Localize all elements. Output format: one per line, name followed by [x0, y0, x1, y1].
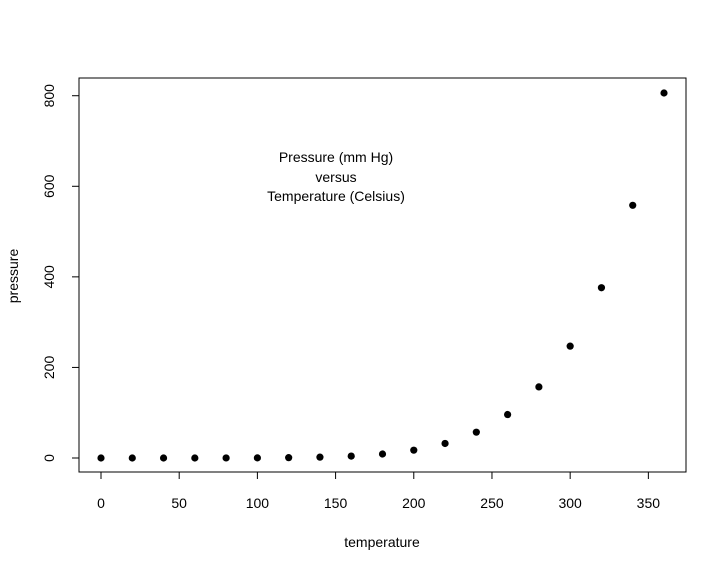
annotation-line-1: Pressure (mm Hg) — [279, 149, 393, 165]
x-tick-label: 50 — [171, 495, 187, 511]
data-point — [535, 383, 543, 391]
data-point — [441, 439, 449, 448]
data-point — [128, 454, 136, 462]
data-point — [410, 446, 418, 454]
x-tick-label: 300 — [558, 495, 582, 511]
x-tick-label: 250 — [480, 495, 504, 511]
data-point — [222, 454, 230, 462]
data-point — [472, 428, 480, 436]
annotation-line-3: Temperature (Celsius) — [267, 188, 405, 204]
data-point — [504, 410, 512, 419]
y-tick-label: 800 — [41, 84, 57, 108]
data-point — [566, 342, 574, 350]
data-point — [660, 89, 668, 97]
x-axis: 0 50 100 150 200 250 300 350 — [97, 471, 661, 511]
data-points — [97, 89, 668, 462]
y-tick-label: 400 — [41, 265, 57, 289]
y-axis-title: pressure — [5, 249, 21, 304]
data-point — [159, 454, 168, 462]
annotation-line-2: versus — [315, 169, 356, 185]
x-tick-label: 150 — [324, 495, 348, 511]
x-axis-title: temperature — [344, 534, 420, 550]
data-point — [629, 201, 637, 209]
y-tick-label: 0 — [41, 454, 57, 462]
plot-frame — [78, 77, 687, 473]
chart-annotation: Pressure (mm Hg) versus Temperature (Cel… — [267, 149, 405, 204]
data-point — [285, 454, 293, 462]
y-tick-label: 200 — [41, 356, 57, 380]
y-tick-label: 600 — [41, 174, 57, 198]
data-point — [97, 454, 105, 462]
data-point — [378, 450, 387, 458]
data-point — [191, 454, 199, 462]
data-point — [347, 452, 355, 460]
x-tick-label: 100 — [246, 495, 270, 511]
x-tick-label: 0 — [97, 495, 105, 511]
x-tick-label: 200 — [402, 495, 426, 511]
data-point — [253, 454, 261, 462]
y-axis: 0 200 400 600 800 — [41, 84, 80, 462]
data-point — [597, 284, 606, 292]
x-tick-label: 350 — [637, 495, 661, 511]
data-point — [316, 453, 324, 461]
